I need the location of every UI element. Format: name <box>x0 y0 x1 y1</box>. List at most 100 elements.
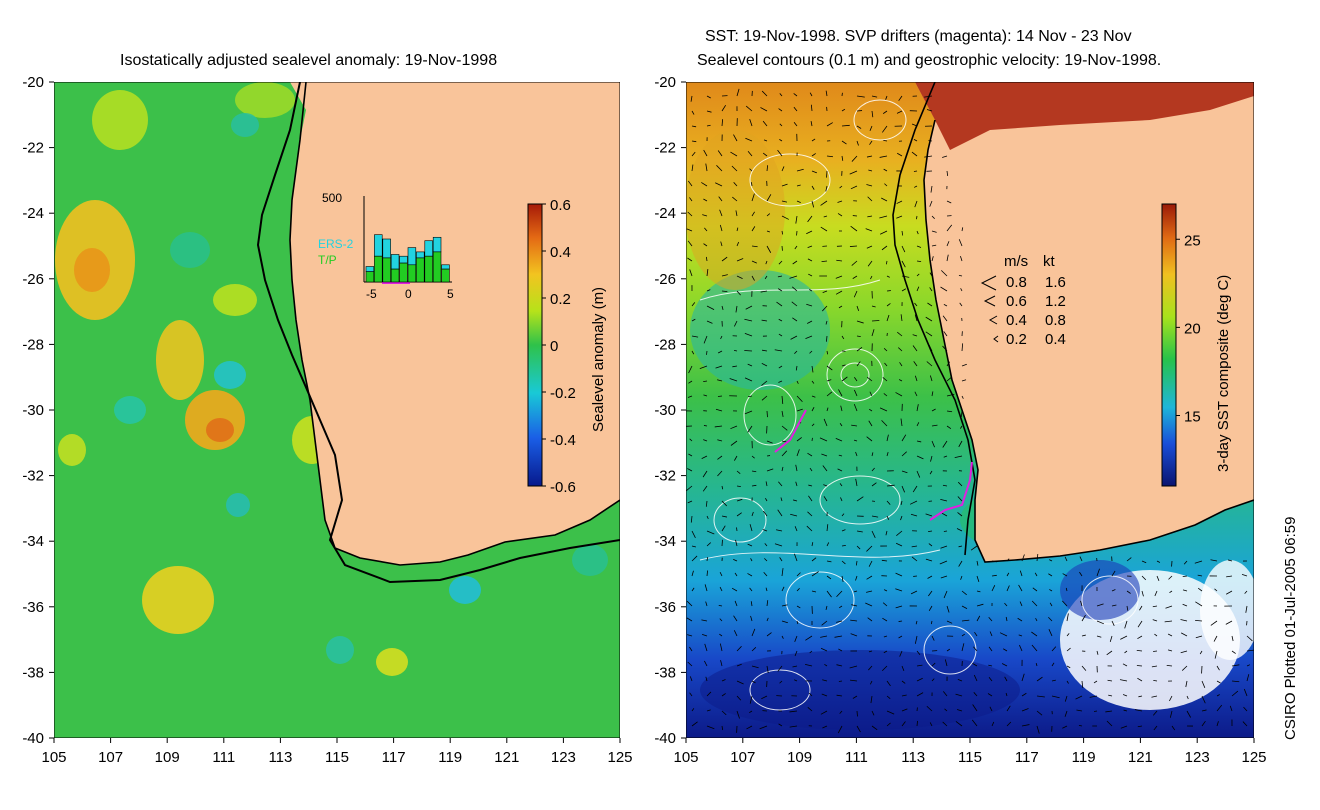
velocity-vector <box>807 320 813 324</box>
velocity-vector <box>885 95 888 100</box>
velocity-vector <box>690 95 693 102</box>
velocity-vector <box>706 269 709 277</box>
velocity-vector <box>897 152 903 157</box>
velocity-vector <box>940 286 948 292</box>
velocity-vector <box>805 335 813 339</box>
velocity-vector <box>1246 674 1250 682</box>
velocity-vector <box>1036 725 1040 734</box>
velocity-vector <box>957 481 963 487</box>
velocity-vector <box>781 620 788 624</box>
velocity-vector <box>747 363 753 367</box>
velocity-vector <box>851 260 858 266</box>
velocity-vector <box>751 245 758 248</box>
inset-bar-tp <box>432 251 442 283</box>
velocity-vector <box>733 630 738 637</box>
velocity-vector <box>958 440 963 448</box>
right-ytick-label: -34 <box>654 533 676 550</box>
velocity-vector <box>719 224 723 232</box>
velocity-vector <box>883 635 888 638</box>
velocity-vector <box>765 587 768 592</box>
velocity-vector <box>851 424 858 427</box>
velocity-vector <box>781 586 785 592</box>
velocity-vector <box>868 420 873 427</box>
velocity-vector <box>836 590 843 598</box>
velocity-vector <box>1122 663 1128 667</box>
velocity-vector <box>1062 725 1068 729</box>
velocity-vector <box>1231 650 1236 654</box>
velocity-vector <box>1241 574 1248 577</box>
velocity-vector <box>970 545 978 551</box>
velocity-legend-ms-3: 0.2 <box>1006 331 1027 348</box>
velocity-vector <box>1216 704 1223 712</box>
velocity-vector <box>957 512 963 517</box>
velocity-vector <box>930 455 933 462</box>
velocity-vector <box>717 350 723 354</box>
velocity-vector <box>895 605 903 609</box>
velocity-vector <box>924 95 933 98</box>
velocity-vector <box>1081 614 1086 622</box>
velocity-vector <box>931 215 935 219</box>
velocity-vector <box>928 345 933 352</box>
velocity-vector <box>776 529 783 532</box>
velocity-vector <box>841 155 844 161</box>
velocity-vector <box>928 590 933 597</box>
velocity-vector <box>915 620 918 625</box>
velocity-vector <box>1124 650 1128 654</box>
inset-y-label: 500 <box>322 191 342 205</box>
velocity-vector <box>721 290 728 293</box>
velocity-vector <box>849 665 858 669</box>
velocity-vector <box>1136 665 1143 667</box>
right-ytick-label: -30 <box>654 402 676 419</box>
velocity-vector <box>793 499 798 502</box>
velocity-vector <box>837 200 843 203</box>
velocity-vector <box>705 601 708 607</box>
velocity-vector <box>811 153 816 157</box>
velocity-vector <box>916 470 921 478</box>
velocity-vector <box>916 455 924 460</box>
velocity-vector <box>1062 573 1068 577</box>
velocity-vector <box>779 123 783 127</box>
velocity-vector <box>701 619 708 622</box>
velocity-vector <box>957 678 963 682</box>
velocity-vector <box>689 692 693 697</box>
velocity-vector <box>989 631 993 637</box>
velocity-vector <box>867 260 873 267</box>
velocity-vector <box>855 575 858 581</box>
velocity-vector <box>718 604 723 607</box>
velocity-vector <box>789 275 798 279</box>
velocity-vector <box>837 725 843 734</box>
velocity-vector <box>687 468 693 472</box>
inset-xtick-minus5: -5 <box>366 287 377 301</box>
velocity-vector <box>840 405 843 412</box>
velocity-vector <box>916 273 920 277</box>
velocity-vector <box>811 542 814 547</box>
left-xtick-label: 109 <box>155 749 180 766</box>
velocity-vector <box>1006 705 1011 712</box>
velocity-vector <box>946 224 953 232</box>
velocity-vector <box>706 124 711 127</box>
velocity-vector <box>778 365 783 369</box>
velocity-vector <box>766 213 771 217</box>
velocity-vector <box>1096 650 1099 655</box>
velocity-vector <box>721 725 724 731</box>
velocity-vector <box>1214 650 1218 659</box>
velocity-vector <box>1186 710 1191 718</box>
velocity-legend-ms-1: 0.6 <box>1006 293 1027 310</box>
velocity-vector <box>836 620 843 623</box>
velocity-vector <box>926 109 933 112</box>
velocity-vector <box>804 663 813 667</box>
velocity-vector <box>871 452 874 457</box>
velocity-vector <box>914 200 918 208</box>
velocity-vector <box>1048 616 1053 622</box>
velocity-vector <box>910 590 918 595</box>
velocity-vector <box>866 376 873 382</box>
velocity-legend-kt-0: 1.6 <box>1045 274 1066 291</box>
svp-drifter-track-coastal <box>929 461 973 521</box>
velocity-vector <box>871 515 879 518</box>
velocity-vector <box>705 500 708 507</box>
velocity-vector <box>796 620 799 625</box>
left-ytick-label: -30 <box>22 402 44 419</box>
velocity-vector <box>764 543 768 547</box>
right-map-panel <box>686 82 1254 738</box>
velocity-vector <box>811 170 818 174</box>
